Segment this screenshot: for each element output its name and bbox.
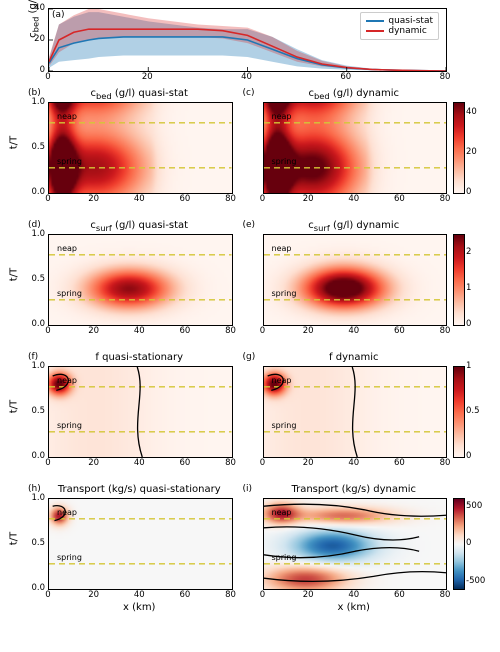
figure-root: 02040608002040cbed (g/l)(a)quasi-statdyn… — [0, 0, 500, 652]
panel-d: neapspring — [48, 234, 233, 326]
panel-d-title: csurf (g/l) quasi-stat — [48, 220, 231, 233]
colorbar-i — [453, 498, 465, 590]
panel-i-title: Transport (kg/s) dynamic — [263, 484, 446, 495]
panel-c-title: cbed (g/l) dynamic — [263, 88, 446, 101]
colorbar-g — [453, 366, 465, 458]
panel-h-title: Transport (kg/s) quasi-stationary — [48, 484, 231, 495]
panel-b-title: cbed (g/l) quasi-stat — [48, 88, 231, 101]
panel-e: neapspring — [263, 234, 448, 326]
panel-h: neapspring — [48, 498, 233, 590]
panel-i: neapspring — [263, 498, 448, 590]
panel-b: neapspring — [48, 102, 233, 194]
panel-e-title: csurf (g/l) dynamic — [263, 220, 446, 233]
panel-c: neapspring — [263, 102, 448, 194]
panel-f-title: f quasi-stationary — [48, 352, 231, 363]
legend: quasi-statdynamic — [360, 12, 439, 40]
panel-g-title: f dynamic — [263, 352, 446, 363]
colorbar-c — [453, 102, 465, 194]
colorbar-e — [453, 234, 465, 326]
panel-g: neapspring — [263, 366, 448, 458]
panel-f: neapspring — [48, 366, 233, 458]
